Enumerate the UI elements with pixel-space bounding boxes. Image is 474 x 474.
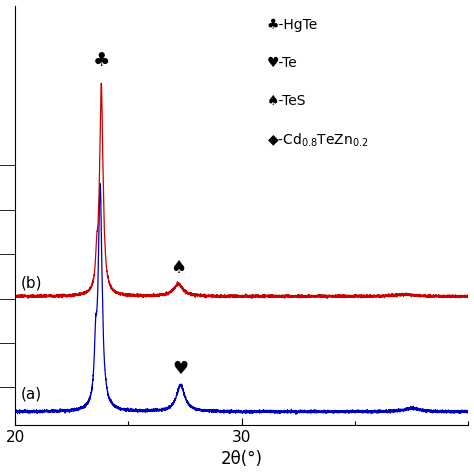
Text: (b): (b)	[21, 275, 42, 291]
Text: ♣-HgTe: ♣-HgTe	[267, 18, 318, 32]
Text: ♠-TeS: ♠-TeS	[267, 94, 306, 108]
Text: ♣: ♣	[92, 51, 110, 70]
X-axis label: 2θ(°): 2θ(°)	[221, 450, 263, 468]
Text: ♥-Te: ♥-Te	[267, 56, 298, 70]
Text: ♠: ♠	[170, 259, 186, 277]
Text: (a): (a)	[21, 386, 42, 401]
Text: ♥: ♥	[173, 360, 189, 378]
Text: ◆-Cd$_{0.8}$TeZn$_{0.2}$: ◆-Cd$_{0.8}$TeZn$_{0.2}$	[267, 131, 368, 149]
